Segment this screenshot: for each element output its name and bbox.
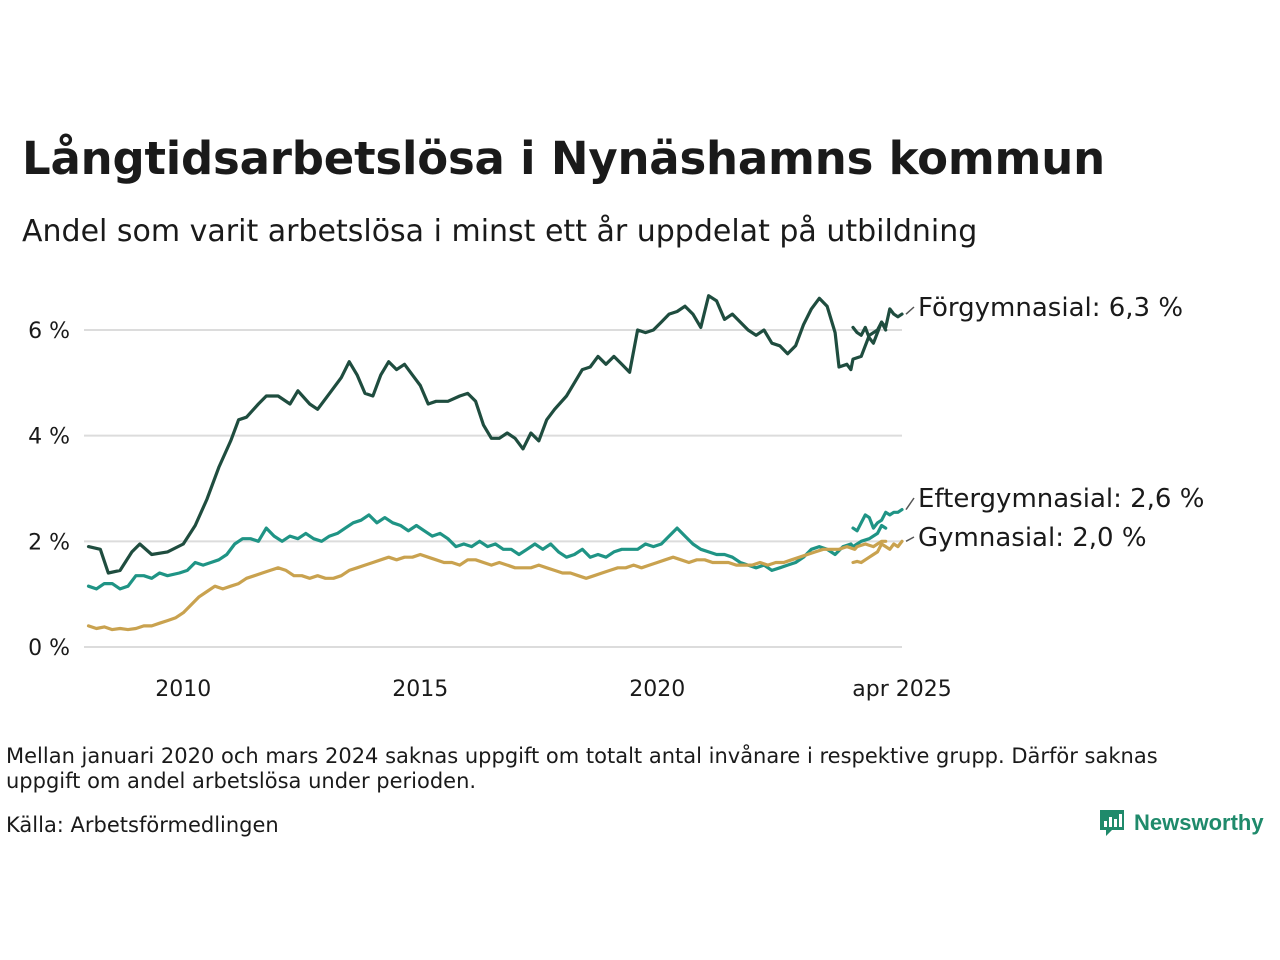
source-note: Källa: Arbetsförmedlingen [6, 813, 279, 837]
series-labels: Förgymnasial: 6,3 % Eftergymnasial: 2,6 %… [905, 293, 1204, 553]
series-label-förgymnasial: Förgymnasial: 6,3 % [918, 293, 1183, 323]
label-connector [905, 306, 915, 315]
series-line-förgymnasial [851, 307, 904, 345]
x-tick-label: 2020 [629, 677, 685, 702]
y-tick-label: 6 % [28, 319, 70, 344]
series-line-gymnasial [851, 539, 904, 565]
x-axis: 2010 2015 2020 apr 2025 [155, 677, 951, 702]
x-tick-label: 2015 [392, 677, 448, 702]
y-axis: 0 % 2 % 4 % 6 % [28, 319, 70, 661]
label-connector [905, 536, 915, 542]
chart-subtitle: Andel som varit arbetslösa i minst ett å… [22, 214, 978, 249]
y-tick-label: 2 % [28, 530, 70, 555]
x-tick-label: 2010 [155, 677, 211, 702]
series-line-eftergymnasial [851, 508, 904, 533]
brand-name: Newsworthy [1134, 810, 1264, 835]
line-chart: 0 % 2 % 4 % 6 % 2010 2015 2020 apr 2025 Förgym… [28, 293, 1204, 702]
footnote: Mellan januari 2020 och mars 2024 saknas… [6, 744, 1158, 793]
label-connector [905, 497, 915, 511]
series-line-förgymnasial [86, 294, 888, 575]
x-tick-label: apr 2025 [852, 677, 951, 702]
series-line-gymnasial [86, 539, 888, 632]
series-label-gymnasial: Gymnasial: 2,0 % [918, 523, 1147, 553]
y-tick-label: 4 % [28, 425, 70, 450]
y-tick-label: 0 % [28, 636, 70, 661]
grid-lines [84, 329, 902, 648]
brand-logo: Newsworthy [1098, 808, 1264, 838]
series-label-eftergymnasial: Eftergymnasial: 2,6 % [918, 484, 1204, 514]
series-line-eftergymnasial [86, 513, 888, 591]
newsworthy-logo-icon [1100, 810, 1124, 836]
series-lines [86, 294, 904, 632]
chart-title: Långtidsarbetslösa i Nynäshamns kommun [22, 132, 1105, 185]
